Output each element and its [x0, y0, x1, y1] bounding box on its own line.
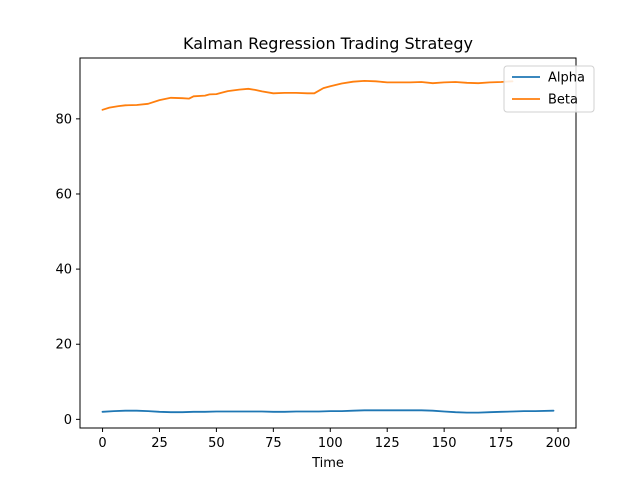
plot-frame — [79, 57, 577, 429]
legend: Alpha Beta — [503, 65, 595, 113]
x-tick-label: 100 — [318, 436, 343, 451]
legend-label-beta: Beta — [548, 93, 578, 108]
legend-label-alpha: Alpha — [548, 71, 585, 86]
y-axis: 0 20 40 60 80 — [55, 112, 80, 428]
x-tick-label: 25 — [151, 436, 168, 451]
chart-title: Kalman Regression Trading Strategy — [183, 34, 473, 53]
y-tick-label: 20 — [55, 338, 72, 353]
x-tick-label: 75 — [265, 436, 282, 451]
x-tick-label: 150 — [432, 436, 457, 451]
x-tick-label: 200 — [546, 436, 571, 451]
y-tick-label: 0 — [64, 413, 72, 428]
y-tick-label: 60 — [55, 187, 72, 202]
series-line-alpha — [101, 409, 555, 414]
series-line-beta — [101, 80, 514, 111]
x-tick-label: 175 — [489, 436, 514, 451]
plot-series — [101, 80, 555, 414]
y-tick-label: 80 — [55, 112, 72, 127]
y-tick-label: 40 — [55, 263, 72, 278]
x-axis-label: Time — [311, 456, 344, 471]
x-tick-label: 50 — [208, 436, 225, 451]
x-tick-label: 125 — [375, 436, 400, 451]
x-axis: 0 25 50 75 100 125 150 175 200 — [98, 428, 570, 451]
x-tick-label: 0 — [98, 436, 106, 451]
